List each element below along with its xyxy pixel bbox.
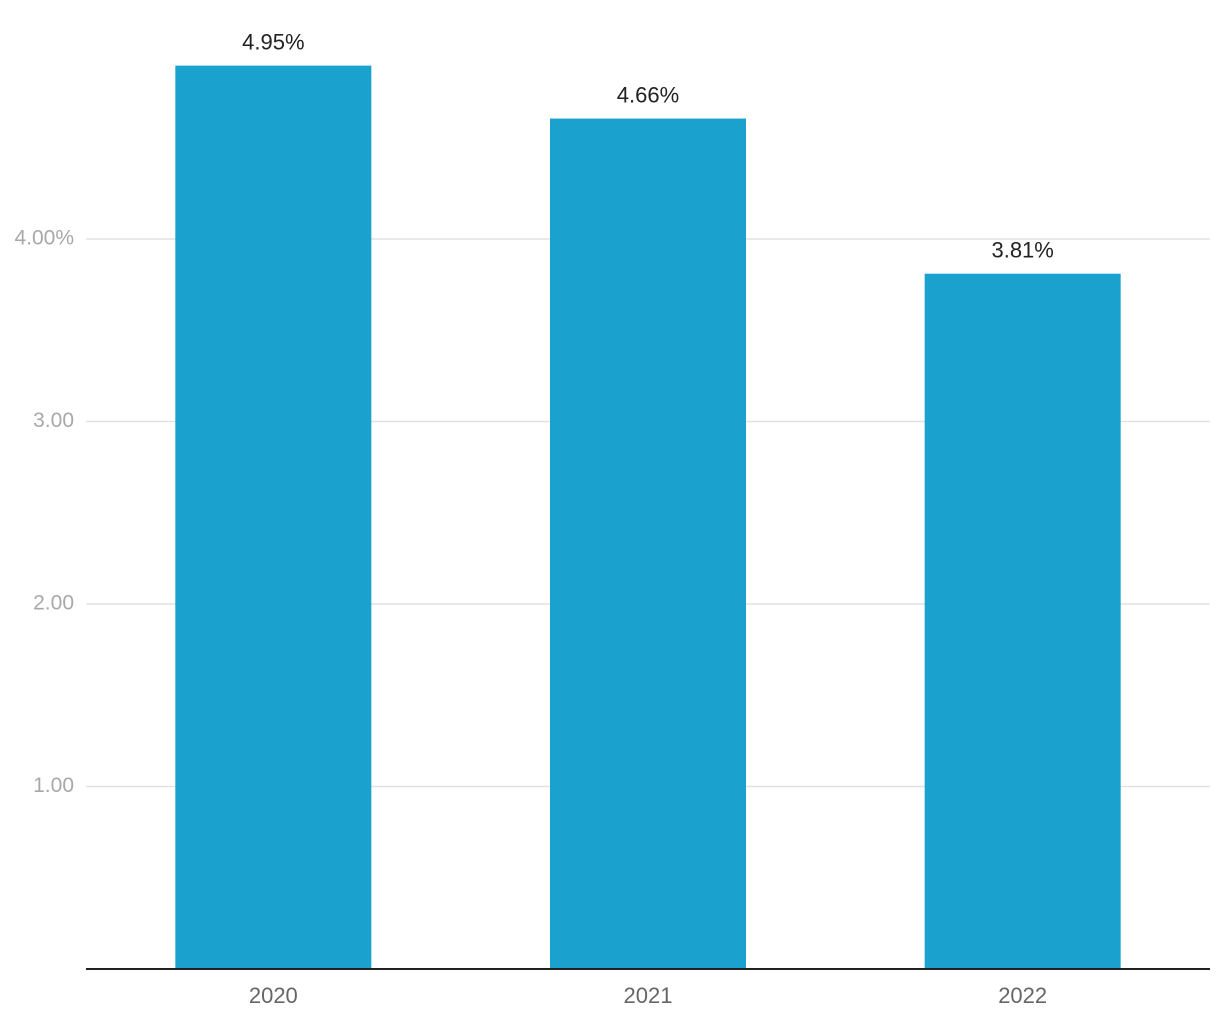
data-label: 3.81% — [991, 238, 1053, 263]
data-labels: 4.95% 4.66% 3.81% — [242, 30, 1054, 263]
bar-2020 — [175, 65, 372, 969]
data-label: 4.95% — [242, 30, 304, 55]
y-tick-label: 3.00 — [33, 409, 74, 432]
x-tick-label: 2020 — [249, 983, 298, 1008]
x-tick-label: 2021 — [624, 983, 673, 1008]
data-label: 4.66% — [617, 83, 679, 108]
bar-2022 — [924, 273, 1121, 969]
y-axis-ticks: 1.00 2.00 3.00 4.00% — [14, 227, 74, 798]
bar-2021 — [550, 118, 746, 970]
y-tick-label: 1.00 — [33, 774, 74, 797]
bars — [175, 65, 1121, 970]
x-tick-label: 2022 — [998, 983, 1047, 1008]
y-tick-label: 4.00% — [14, 227, 74, 250]
x-axis-ticks: 2020 2021 2022 — [249, 983, 1047, 1008]
y-tick-label: 2.00 — [33, 592, 74, 615]
